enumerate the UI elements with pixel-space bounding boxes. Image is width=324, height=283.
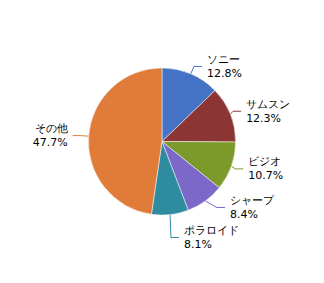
- svg-text:12.3%: 12.3%: [246, 112, 281, 125]
- svg-text:その他: その他: [35, 122, 68, 135]
- svg-text:10.7%: 10.7%: [248, 169, 283, 182]
- svg-text:8.1%: 8.1%: [184, 238, 212, 251]
- svg-text:ソニー: ソニー: [207, 53, 240, 66]
- svg-text:ビジオ: ビジオ: [248, 155, 281, 168]
- svg-text:47.7%: 47.7%: [33, 136, 68, 149]
- svg-text:ポラロイド: ポラロイド: [184, 224, 239, 237]
- svg-text:シャープ: シャープ: [230, 194, 275, 207]
- svg-text:12.8%: 12.8%: [207, 67, 242, 80]
- svg-text:8.4%: 8.4%: [230, 208, 258, 221]
- svg-text:サムスン: サムスン: [246, 98, 290, 111]
